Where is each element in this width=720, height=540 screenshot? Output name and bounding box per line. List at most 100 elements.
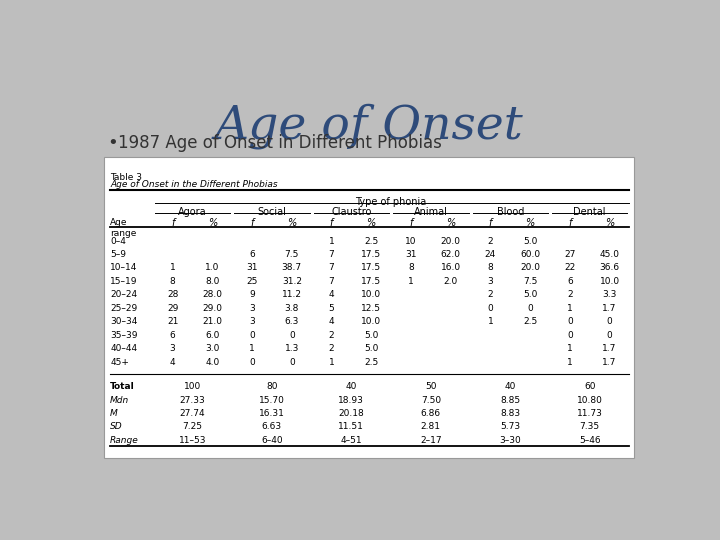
Text: 0: 0	[249, 331, 255, 340]
Text: 0: 0	[567, 318, 572, 326]
Text: 8: 8	[487, 264, 493, 273]
Text: 10: 10	[405, 237, 417, 246]
Text: 100: 100	[184, 382, 201, 391]
Text: 1.3: 1.3	[284, 345, 299, 353]
Text: Age of Onset: Age of Onset	[215, 103, 523, 149]
Text: 5.73: 5.73	[500, 422, 521, 431]
Text: 6: 6	[170, 331, 176, 340]
Text: 40: 40	[346, 382, 357, 391]
Text: 1: 1	[567, 345, 572, 353]
Text: 20.0: 20.0	[441, 237, 461, 246]
Text: 1: 1	[567, 304, 572, 313]
Text: 24: 24	[485, 250, 496, 259]
Text: 0: 0	[289, 331, 294, 340]
Text: 5.0: 5.0	[523, 237, 537, 246]
Text: 4: 4	[329, 291, 334, 299]
Text: 20.0: 20.0	[520, 264, 540, 273]
Text: 6: 6	[249, 250, 255, 259]
Text: f: f	[171, 218, 174, 228]
Text: 0: 0	[607, 331, 613, 340]
Text: %: %	[605, 218, 614, 228]
Text: 1.0: 1.0	[205, 264, 220, 273]
Text: 0: 0	[487, 304, 493, 313]
Text: 7: 7	[328, 250, 334, 259]
Text: 5: 5	[328, 304, 334, 313]
Text: 29.0: 29.0	[202, 304, 222, 313]
Text: 60: 60	[584, 382, 595, 391]
Text: 2: 2	[567, 291, 572, 299]
Text: 60.0: 60.0	[520, 250, 540, 259]
Text: 2.0: 2.0	[444, 277, 458, 286]
Text: Total: Total	[110, 382, 135, 391]
Text: 0–4: 0–4	[110, 237, 126, 246]
Text: f: f	[330, 218, 333, 228]
Text: 18.93: 18.93	[338, 395, 364, 404]
Text: 25: 25	[246, 277, 258, 286]
Text: 1: 1	[328, 237, 334, 246]
Text: 0: 0	[289, 358, 294, 367]
Text: 62.0: 62.0	[441, 250, 461, 259]
Text: 80: 80	[266, 382, 278, 391]
Text: 3–30: 3–30	[500, 436, 521, 445]
Text: 8: 8	[170, 277, 176, 286]
Text: 10.0: 10.0	[361, 291, 382, 299]
Text: f: f	[251, 218, 253, 228]
Text: 20.18: 20.18	[338, 409, 364, 418]
Text: 4.0: 4.0	[205, 358, 220, 367]
Text: 10.0: 10.0	[600, 277, 620, 286]
Text: 3: 3	[170, 345, 176, 353]
Text: 1: 1	[249, 345, 255, 353]
Text: 20–24: 20–24	[110, 291, 138, 299]
Text: %: %	[287, 218, 297, 228]
Text: Mdn: Mdn	[110, 395, 130, 404]
Text: 31.2: 31.2	[282, 277, 302, 286]
FancyBboxPatch shape	[104, 157, 634, 457]
Text: 12.5: 12.5	[361, 304, 381, 313]
Text: 11.73: 11.73	[577, 409, 603, 418]
Text: M: M	[110, 409, 118, 418]
Text: Animal: Animal	[414, 207, 448, 217]
Text: 3: 3	[249, 304, 255, 313]
Text: %: %	[366, 218, 376, 228]
Text: 0: 0	[567, 331, 572, 340]
Text: 1987 Age of Onset in Different Phobias: 1987 Age of Onset in Different Phobias	[118, 134, 442, 152]
Text: 1.7: 1.7	[603, 345, 617, 353]
Text: 7: 7	[328, 264, 334, 273]
Text: 29: 29	[167, 304, 179, 313]
Text: 7.5: 7.5	[284, 250, 299, 259]
Text: •: •	[107, 134, 118, 152]
Text: 7.35: 7.35	[580, 422, 600, 431]
Text: 30–34: 30–34	[110, 318, 138, 326]
Text: 21.0: 21.0	[202, 318, 222, 326]
Text: f: f	[568, 218, 572, 228]
Text: 40: 40	[505, 382, 516, 391]
Text: 8: 8	[408, 264, 414, 273]
Text: 3.3: 3.3	[603, 291, 617, 299]
Text: 2.5: 2.5	[523, 318, 537, 326]
Text: Agora: Agora	[178, 207, 207, 217]
Text: 7: 7	[328, 277, 334, 286]
Text: 3: 3	[487, 277, 493, 286]
Text: Type of phonia: Type of phonia	[356, 197, 427, 207]
Text: 3.8: 3.8	[284, 304, 299, 313]
Text: 5–9: 5–9	[110, 250, 126, 259]
Text: 0: 0	[607, 318, 613, 326]
Text: 9: 9	[249, 291, 255, 299]
Text: 6.63: 6.63	[262, 422, 282, 431]
Text: 27.33: 27.33	[179, 395, 205, 404]
Text: 16.0: 16.0	[441, 264, 461, 273]
Text: %: %	[526, 218, 535, 228]
Text: 6.3: 6.3	[284, 318, 299, 326]
Text: 15.70: 15.70	[259, 395, 285, 404]
Text: 16.31: 16.31	[259, 409, 285, 418]
Text: 2.5: 2.5	[364, 237, 378, 246]
Text: 8.83: 8.83	[500, 409, 521, 418]
Text: SD: SD	[110, 422, 123, 431]
Text: Age
range: Age range	[110, 218, 137, 238]
Text: 28.0: 28.0	[202, 291, 222, 299]
Text: Blood: Blood	[497, 207, 524, 217]
Text: 11–53: 11–53	[179, 436, 206, 445]
Text: f: f	[409, 218, 413, 228]
Text: 27.74: 27.74	[180, 409, 205, 418]
Text: 2: 2	[329, 331, 334, 340]
